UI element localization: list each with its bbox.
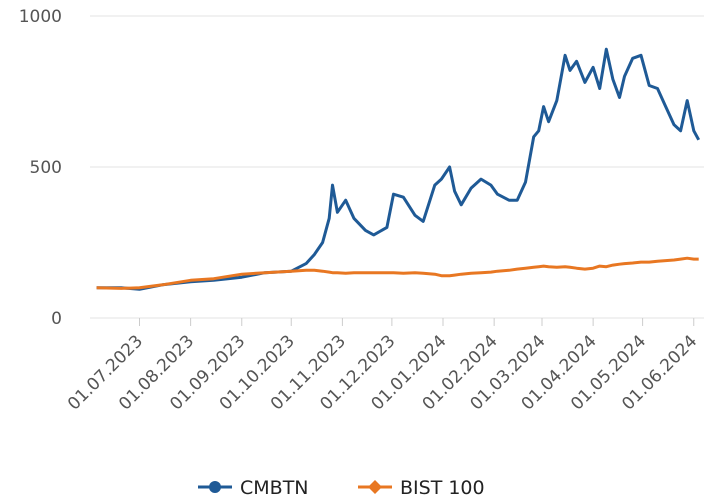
y-tick-label: 1000 (19, 7, 62, 27)
y-tick-label: 500 (30, 158, 62, 178)
legend-item: CMBTN (198, 477, 309, 499)
series-line (96, 47, 701, 291)
series-line (96, 256, 699, 290)
legend-label: CMBTN (240, 477, 309, 499)
y-tick-label: 0 (51, 309, 62, 329)
legend-symbol (368, 480, 382, 494)
legend-symbol (209, 481, 221, 493)
legend-item: BIST 100 (358, 477, 485, 499)
legend-label: BIST 100 (400, 477, 485, 499)
